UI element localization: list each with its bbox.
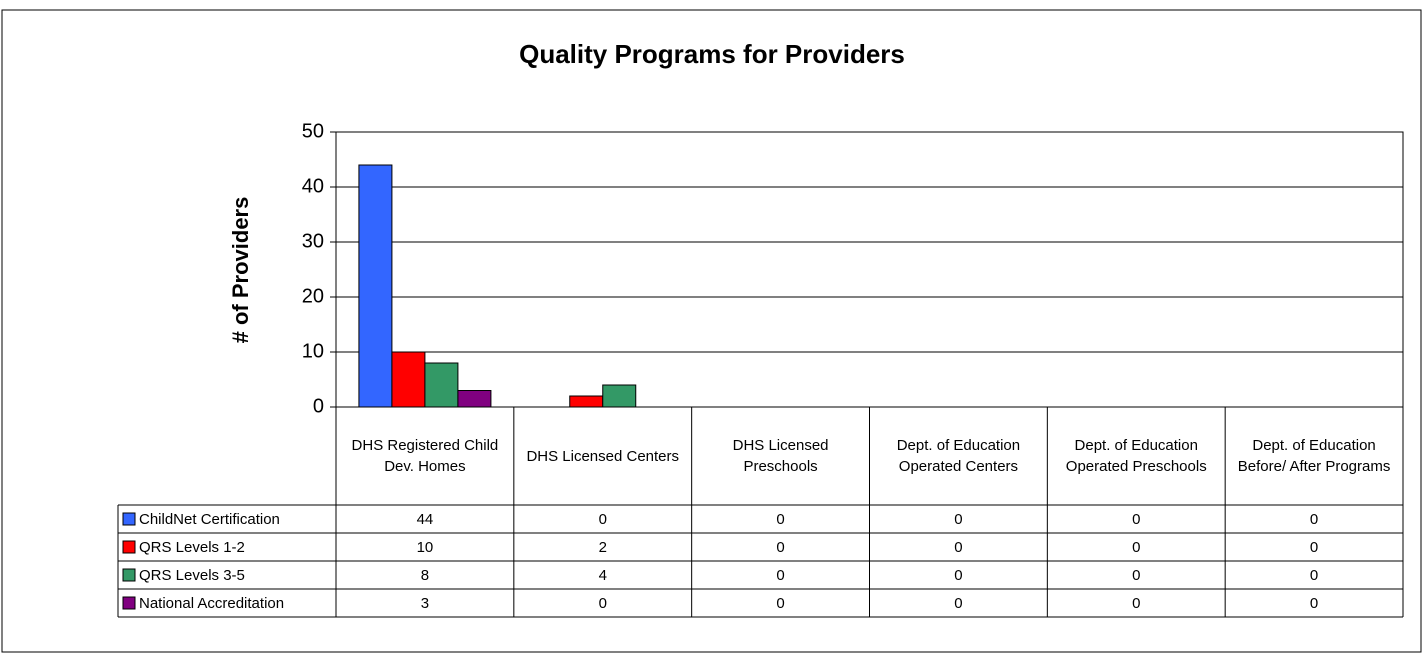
y-tick-label: 40 bbox=[302, 175, 324, 197]
legend-label: QRS Levels 1-2 bbox=[139, 539, 245, 556]
data-label: 0 bbox=[599, 595, 607, 612]
data-label: 0 bbox=[1132, 595, 1140, 612]
x-tick-label: Dept. of Education Operated Preschools bbox=[1065, 437, 1207, 475]
data-label: 0 bbox=[1132, 511, 1140, 528]
x-tick-label: Dept. of Education Before/ After Program… bbox=[1237, 437, 1391, 475]
bar bbox=[358, 164, 393, 408]
data-label: 0 bbox=[1310, 539, 1318, 556]
legend-label: ChildNet Certification bbox=[139, 511, 280, 528]
legend-label: QRS Levels 3-5 bbox=[139, 567, 245, 584]
y-axis-label: # of Providers bbox=[228, 197, 253, 344]
data-label: 0 bbox=[1132, 539, 1140, 556]
data-label: 10 bbox=[417, 539, 434, 556]
bar bbox=[391, 351, 426, 408]
chart-title: Quality Programs for Providers bbox=[519, 39, 905, 69]
data-label: 0 bbox=[776, 595, 784, 612]
bar bbox=[424, 362, 459, 408]
data-label: 44 bbox=[417, 511, 434, 528]
legend-swatch bbox=[122, 596, 136, 610]
data-label: 0 bbox=[1132, 567, 1140, 584]
x-tick-label: DHS Licensed Centers bbox=[526, 447, 680, 465]
data-label: 2 bbox=[599, 539, 607, 556]
data-label: 0 bbox=[599, 511, 607, 528]
bar bbox=[457, 390, 492, 408]
y-tick-label: 0 bbox=[313, 395, 324, 417]
data-label: 0 bbox=[954, 567, 962, 584]
data-label: 0 bbox=[954, 539, 962, 556]
data-label: 0 bbox=[954, 595, 962, 612]
x-tick-label: Dept. of Education Operated Centers bbox=[896, 437, 1021, 475]
data-label: 0 bbox=[1310, 567, 1318, 584]
x-tick-label: DHS Registered Child Dev. Homes bbox=[351, 437, 499, 475]
legend-swatch bbox=[122, 512, 136, 526]
data-label: 0 bbox=[776, 511, 784, 528]
legend-swatch bbox=[122, 568, 136, 582]
y-tick-label: 50 bbox=[302, 120, 324, 142]
data-label: 0 bbox=[776, 567, 784, 584]
data-label: 0 bbox=[1310, 511, 1318, 528]
data-label: 0 bbox=[954, 511, 962, 528]
x-tick-label: DHS Licensed Preschools bbox=[732, 437, 829, 475]
y-tick-label: 10 bbox=[302, 340, 324, 362]
bar bbox=[602, 384, 637, 408]
data-label: 0 bbox=[776, 539, 784, 556]
legend-label: National Accreditation bbox=[139, 595, 284, 612]
data-label: 4 bbox=[599, 567, 607, 584]
data-label: 8 bbox=[421, 567, 429, 584]
legend-swatch bbox=[122, 540, 136, 554]
chart-frame bbox=[1, 9, 1422, 653]
y-tick-label: 20 bbox=[302, 285, 324, 307]
y-tick-label: 30 bbox=[302, 230, 324, 252]
data-label: 0 bbox=[1310, 595, 1318, 612]
data-label: 3 bbox=[421, 595, 429, 612]
bar bbox=[569, 395, 604, 408]
